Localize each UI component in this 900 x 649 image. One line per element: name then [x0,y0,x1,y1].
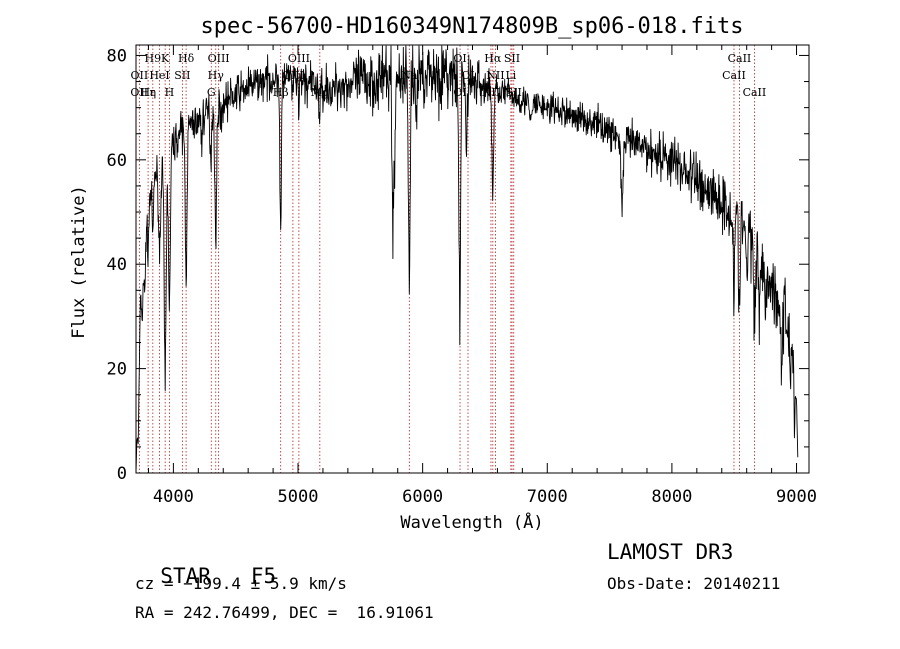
y-tick-label: 0 [117,464,127,484]
line-label: K [161,52,170,65]
line-label: NII [482,86,500,99]
line-label: Hβ [273,86,289,99]
line-label: NII [486,69,504,82]
line-label: Hδ [178,52,195,65]
line-label: Hγ [208,69,225,82]
spectrum-line [135,45,799,474]
x-tick-label: 6000 [402,487,443,507]
line-label: OI [453,86,466,99]
coordinates-label: RA = 242.76499, DEC = 16.91061 [135,603,434,622]
class-label: STAR [160,564,211,588]
line-label: OIII [282,69,304,82]
line-label: Li [505,69,516,82]
y-axis: 0 20 40 60 80 [107,46,809,484]
line-label: CaII [722,69,746,82]
y-tick-label: 40 [107,255,127,275]
y-tick-label: 20 [107,360,127,380]
x-tick-label: 4000 [153,487,194,507]
line-label: Mg [311,86,329,99]
redshift-label: cz = −199.4 ± 5.9 km/s [135,574,347,593]
x-tick-label: 8000 [651,487,692,507]
line-label: Hε [140,86,156,99]
line-label: SII [504,52,520,65]
subclass-label: F5 [250,564,277,588]
x-axis: 4000 5000 6000 7000 8000 9000 [147,45,817,507]
line-label: η [150,86,157,99]
line-label: OI [453,52,466,65]
spectral-line-markers [138,45,755,473]
object-class: STAR F5 [135,540,276,588]
line-label: G [207,86,216,99]
line-label: Na [401,69,418,82]
line-label: OIII [288,52,310,65]
y-axis-label: Flux (relative) [69,185,89,339]
line-label: OIII [208,52,230,65]
line-label: OII [130,86,148,99]
line-label: Hα [484,52,502,65]
plot-frame [135,44,810,474]
line-label: OI [461,69,474,82]
survey-label: LAMOST DR3 [607,540,734,564]
y-tick-label: 80 [107,46,127,66]
y-tick-label: 60 [107,151,127,171]
line-label: CaII [728,52,752,65]
chart-title: spec-56700-HD160349N174809B_sp06-018.fit… [200,14,743,39]
x-tick-label: 9000 [776,487,817,507]
line-label: CaII [743,86,767,99]
x-tick-label: 5000 [278,487,319,507]
x-axis-label: Wavelength (Å) [400,511,543,533]
obs-date-label: Obs-Date: 20140211 [607,574,781,593]
line-label: HeI [149,69,169,82]
line-label: SII [174,69,190,82]
line-label: SII [506,86,522,99]
line-label: H [165,86,175,99]
line-label: OII [131,69,149,82]
line-label: H9 [145,52,162,65]
x-tick-label: 7000 [527,487,568,507]
